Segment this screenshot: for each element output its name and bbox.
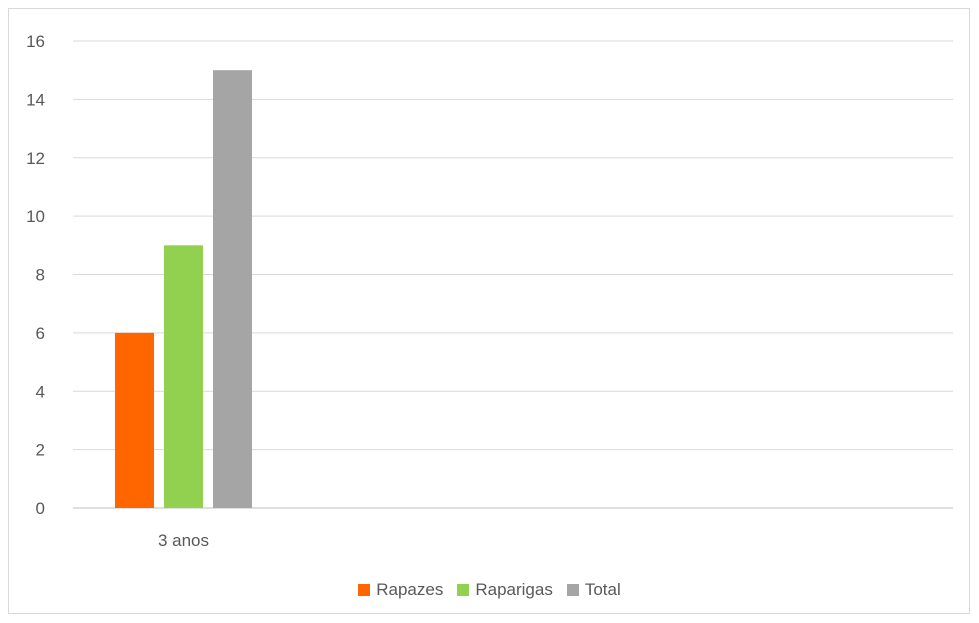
legend: Rapazes Raparigas Total [0,580,979,600]
legend-label: Total [584,580,621,599]
y-axis-ticks: 0 2 4 6 8 10 12 14 16 [26,32,45,518]
y-tick-label: 16 [26,32,45,51]
legend-item-total: Total [566,580,621,600]
legend-label: Rapazes [376,580,444,599]
gridlines [73,40,953,509]
legend-swatch [358,584,371,596]
x-axis-ticks: 3 anos [158,531,209,550]
y-tick-label: 4 [36,382,45,401]
y-tick-label: 12 [26,149,45,168]
legend-swatch [457,584,470,596]
y-tick-label: 2 [36,441,45,460]
x-tick-label: 3 anos [158,531,209,550]
legend-item-rapazes: Rapazes [358,580,443,600]
y-tick-label: 0 [36,499,45,518]
bar-raparigas [164,245,203,508]
bar-total [213,70,252,508]
legend-item-raparigas: Raparigas [457,580,553,600]
y-tick-label: 14 [26,90,45,109]
legend-swatch [566,584,579,596]
y-tick-label: 6 [36,324,45,343]
y-tick-label: 8 [36,266,45,285]
y-tick-label: 10 [26,207,45,226]
bars [115,70,252,508]
bar-rapazes [115,332,154,508]
legend-label: Raparigas [475,580,553,599]
